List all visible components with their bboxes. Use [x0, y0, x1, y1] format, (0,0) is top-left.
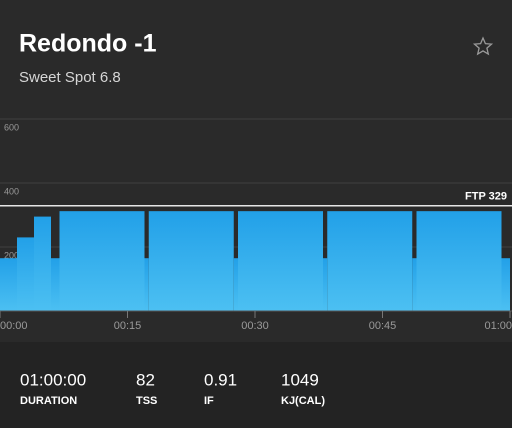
power-bar — [34, 216, 51, 311]
ftp-label: FTP 329 — [465, 191, 507, 203]
power-bar — [501, 258, 510, 311]
workout-subtitle: Sweet Spot 6.8 — [19, 69, 121, 86]
workout-title: Redondo -1 — [19, 30, 157, 58]
y-tick-label: 600 — [4, 122, 19, 132]
stat-value: 01:00:00 — [20, 370, 86, 389]
x-tick-label: 00:00 — [0, 320, 28, 332]
stat-value: 82 — [136, 370, 155, 389]
power-bar — [0, 258, 17, 311]
stat-label: KJ(CAL) — [281, 395, 325, 407]
stats: 01:00:00 DURATION 82 TSS 0.91 IF 1049 KJ(CAL) — [20, 370, 325, 406]
power-bar — [416, 211, 502, 311]
x-tick-label: 01:00 — [484, 320, 512, 332]
stat-value: 1049 — [281, 370, 319, 389]
x-tick-label: 00:45 — [369, 320, 397, 332]
power-bar — [233, 258, 238, 311]
power-bar — [51, 258, 60, 311]
power-bar — [323, 258, 328, 311]
x-tick-label: 00:30 — [241, 320, 269, 332]
stats-panel — [0, 342, 512, 428]
y-tick-label: 400 — [4, 186, 19, 196]
stat-label: DURATION — [20, 395, 77, 407]
stat-label: IF — [204, 395, 214, 407]
power-bar — [412, 258, 417, 311]
stat-label: TSS — [136, 395, 157, 407]
power-bar — [144, 258, 149, 311]
stat-value: 0.91 — [204, 370, 237, 389]
power-bar — [148, 211, 234, 311]
power-bar — [59, 211, 145, 311]
power-bar — [327, 211, 413, 311]
power-bar — [17, 237, 34, 311]
chart: 200 400 600 FTP 329 00:00 00:15 00:30 00:45 01:0… — [0, 118, 512, 332]
power-bar — [238, 211, 323, 311]
favorite-star[interactable] — [472, 36, 494, 56]
y-tick-label: 200 — [4, 250, 19, 260]
x-tick-label: 00:15 — [114, 320, 142, 332]
